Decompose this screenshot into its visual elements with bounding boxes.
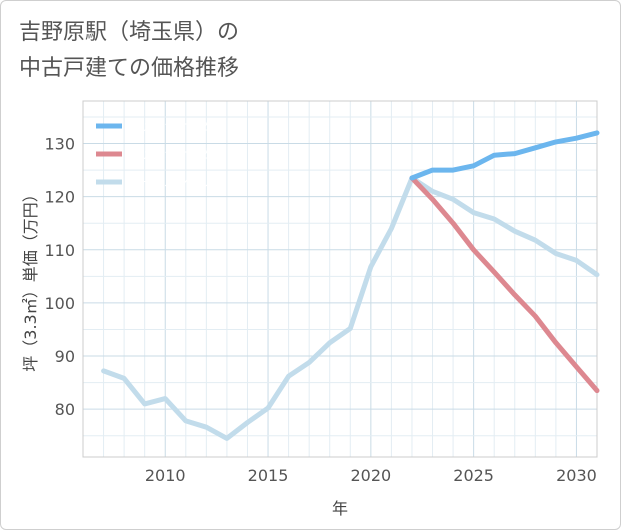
y-tick-label: 110 (44, 241, 75, 260)
chart-title-line1: 吉野原駅（埼玉県）の (19, 20, 240, 45)
x-tick-label: 2025 (453, 466, 494, 485)
x-tick-label: 2010 (145, 466, 186, 485)
axis-ticks: 2010 2015 2020 2025 2030 80 90 100 110 120 130 (44, 135, 596, 485)
x-axis-title: 年 (332, 499, 348, 518)
chart-title: 吉野原駅（埼玉県）の 中古戸建ての価格推移 (19, 15, 239, 87)
series-line-1 (409, 175, 600, 394)
x-tick-label: 2015 (248, 466, 289, 485)
y-tick-label: 80 (55, 400, 75, 419)
y-tick-label: 90 (55, 347, 75, 366)
x-tick-label: 2030 (556, 466, 597, 485)
y-tick-label: 120 (44, 188, 75, 207)
y-tick-label: 100 (44, 294, 75, 313)
legend-label: バッドシナリオ (128, 147, 212, 161)
x-tick-label: 2020 (350, 466, 391, 485)
legend-label: ノーマルシナリオ (128, 175, 224, 189)
chart-title-line2: 中古戸建ての価格推移 (19, 56, 240, 81)
series-line-0 (409, 130, 600, 181)
series (101, 130, 600, 441)
y-axis-title: 坪（3.3㎡）単価（万円） (21, 186, 40, 371)
plot-area (82, 100, 598, 458)
y-tick-label: 130 (44, 135, 75, 154)
legend-label: グッドシナリオ (128, 119, 212, 133)
series-line-2 (101, 175, 600, 441)
